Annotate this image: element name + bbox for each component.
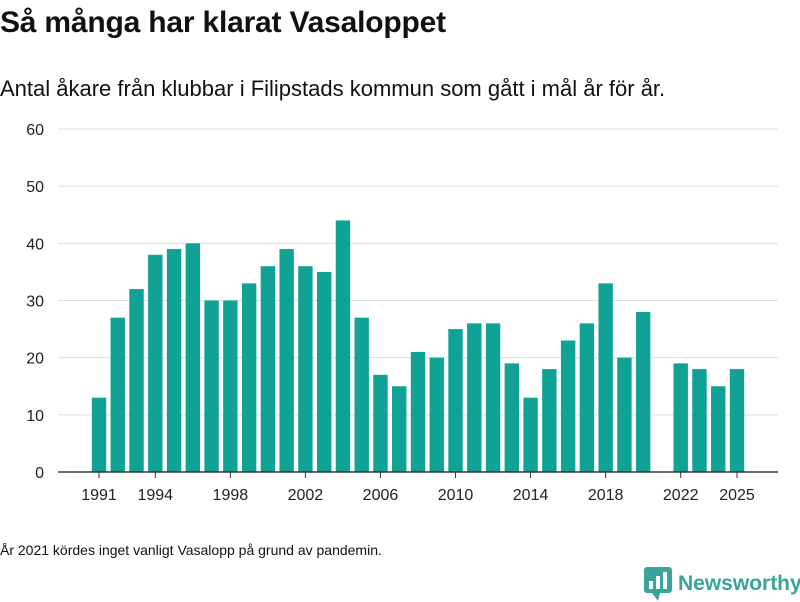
- bar-2002: [298, 266, 313, 472]
- bar-2025: [729, 369, 745, 472]
- bar-1999: [241, 283, 257, 472]
- bar-1993: [129, 289, 144, 472]
- y-tick-label: 40: [26, 236, 44, 253]
- y-tick-label: 20: [26, 351, 44, 368]
- bar-1994: [148, 254, 163, 472]
- bar-1998: [223, 300, 238, 472]
- bar-1992: [110, 317, 125, 472]
- x-tick-label: 1998: [213, 487, 249, 504]
- y-tick-label: 0: [35, 465, 44, 482]
- x-tick-label: 2025: [719, 487, 755, 504]
- x-tick-label: 2006: [363, 487, 399, 504]
- y-tick-label: 50: [26, 179, 44, 196]
- bar-2005: [354, 317, 369, 472]
- bar-2017: [579, 323, 595, 472]
- bar-2020: [635, 311, 651, 472]
- y-axis-ticks: 0 10 20 30 40 50 60: [26, 122, 44, 482]
- bar-1997: [204, 300, 219, 472]
- bar-2000: [260, 266, 276, 472]
- x-tick-label: 1994: [137, 487, 173, 504]
- bar-2018: [598, 283, 613, 472]
- bar-2001: [279, 249, 294, 472]
- newsworthy-logo-text: Newsworthy: [678, 572, 800, 595]
- bar-2006: [373, 374, 388, 472]
- bar-2003: [316, 271, 332, 472]
- bar-2009: [429, 357, 444, 472]
- chart-title: Så många har klarat Vasaloppet: [0, 6, 446, 39]
- bar-2011: [467, 323, 482, 472]
- newsworthy-logo[interactable]: Newsworthy: [644, 566, 800, 602]
- footnote: År 2021 kördes inget vanligt Vasalopp på…: [0, 542, 382, 558]
- bar-2004: [335, 220, 351, 472]
- x-tick-label: 1991: [81, 487, 117, 504]
- x-axis-ticks: 1991 1994 1998 2002 2006 2010 2014 2018 2022 2025: [81, 472, 755, 504]
- bar-2013: [504, 363, 520, 472]
- bar-chart: 0 10 20 30 40 50 60 1991 1994 1998 2002 2006 2010 20…: [26, 122, 778, 504]
- bar-2024: [711, 386, 726, 472]
- bar-2014: [523, 397, 538, 472]
- newsworthy-logo-icon: [644, 567, 672, 601]
- bar-2022: [673, 363, 688, 472]
- bar-2007: [392, 386, 407, 472]
- x-tick-label: 2002: [288, 487, 324, 504]
- bar-2015: [542, 369, 557, 472]
- bar-2019: [617, 357, 632, 472]
- bar-2016: [560, 340, 576, 472]
- bar-1996: [185, 243, 201, 472]
- bar-1991: [91, 397, 107, 472]
- bar-2023: [692, 369, 707, 472]
- bar-2008: [410, 351, 426, 472]
- bar-2010: [448, 329, 463, 472]
- bars: [91, 220, 745, 472]
- x-tick-label: 2018: [588, 487, 624, 504]
- y-tick-label: 10: [26, 408, 44, 425]
- bar-2012: [485, 323, 501, 472]
- x-tick-label: 2014: [513, 487, 549, 504]
- chart-subtitle: Antal åkare från klubbar i Filipstads ko…: [0, 76, 666, 101]
- x-tick-label: 2010: [438, 487, 474, 504]
- bar-1995: [166, 249, 182, 472]
- y-tick-label: 60: [26, 122, 44, 139]
- x-tick-label: 2022: [663, 487, 699, 504]
- y-tick-label: 30: [26, 294, 44, 311]
